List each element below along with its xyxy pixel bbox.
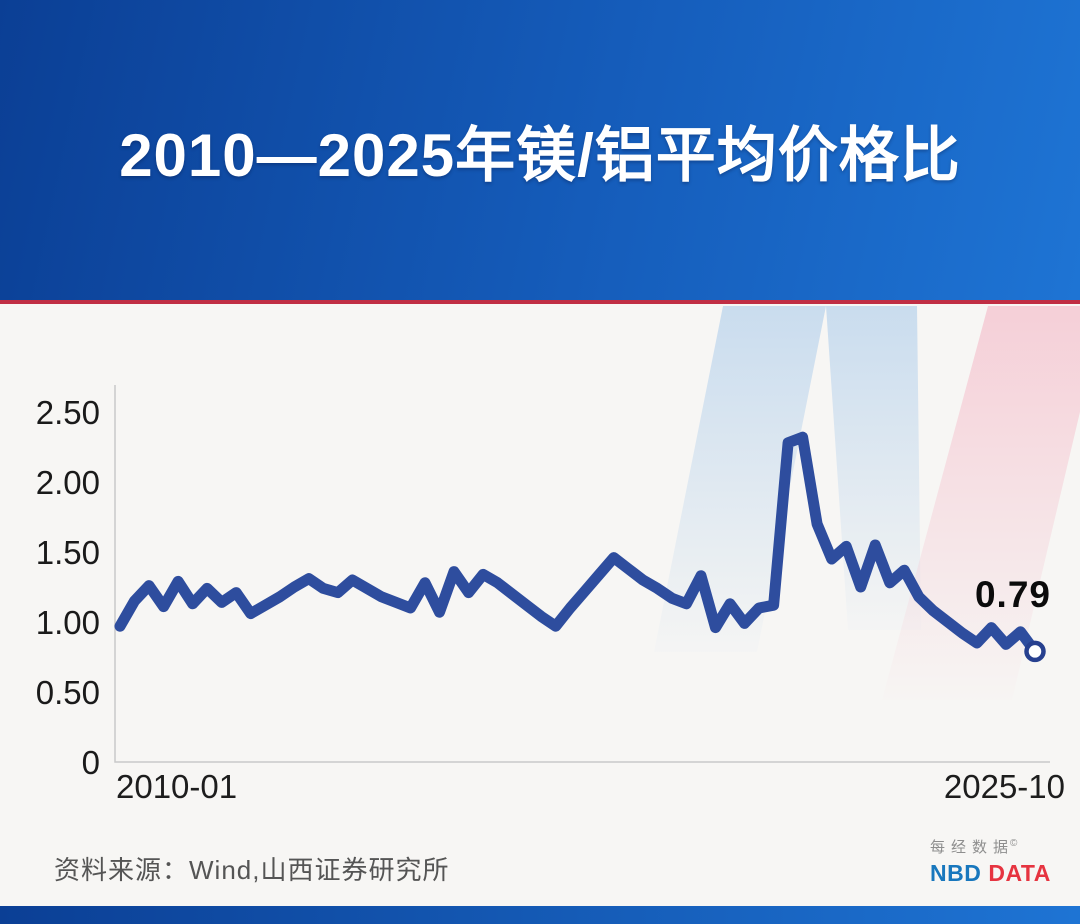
nbd-logo-english: NBD DATA — [930, 860, 1070, 887]
source-text: 资料来源：Wind,山西证券研究所 — [54, 855, 450, 885]
line-chart: 2.50 2.00 1.50 1.00 0.50 0 — [36, 385, 1050, 781]
x-axis-label-end: 2025-10 — [943, 768, 1065, 805]
nbd-logo-data: DATA — [988, 860, 1051, 886]
x-axis-label-start: 2010-01 — [116, 768, 238, 805]
y-tick-label: 2.00 — [36, 464, 100, 501]
y-tick-label: 0.50 — [36, 674, 100, 711]
red-divider-line — [0, 300, 1080, 304]
end-point-marker — [1024, 640, 1046, 663]
chart-axes — [114, 385, 1050, 763]
nbd-logo-chinese: 每经数据© — [930, 838, 1018, 856]
footer-bar — [0, 906, 1080, 924]
page-title: 2010—2025年镁/铝平均价格比 — [119, 121, 961, 189]
y-tick-label: 0 — [82, 744, 100, 781]
end-value-label: 0.79 — [974, 574, 1051, 615]
y-tick-label: 1.50 — [36, 534, 100, 571]
price-ratio-line — [114, 431, 1041, 657]
nbd-logo-nbd: NBD — [930, 860, 982, 886]
y-tick-label: 2.50 — [36, 394, 100, 431]
header-banner: 2010—2025年镁/铝平均价格比 — [0, 0, 1080, 300]
watermark-n-left-stroke-icon — [654, 306, 826, 652]
y-tick-label: 1.00 — [36, 604, 100, 641]
nbd-logo: 每经数据© NBD DATA — [930, 836, 1070, 887]
copyright-icon: © — [1010, 838, 1018, 849]
